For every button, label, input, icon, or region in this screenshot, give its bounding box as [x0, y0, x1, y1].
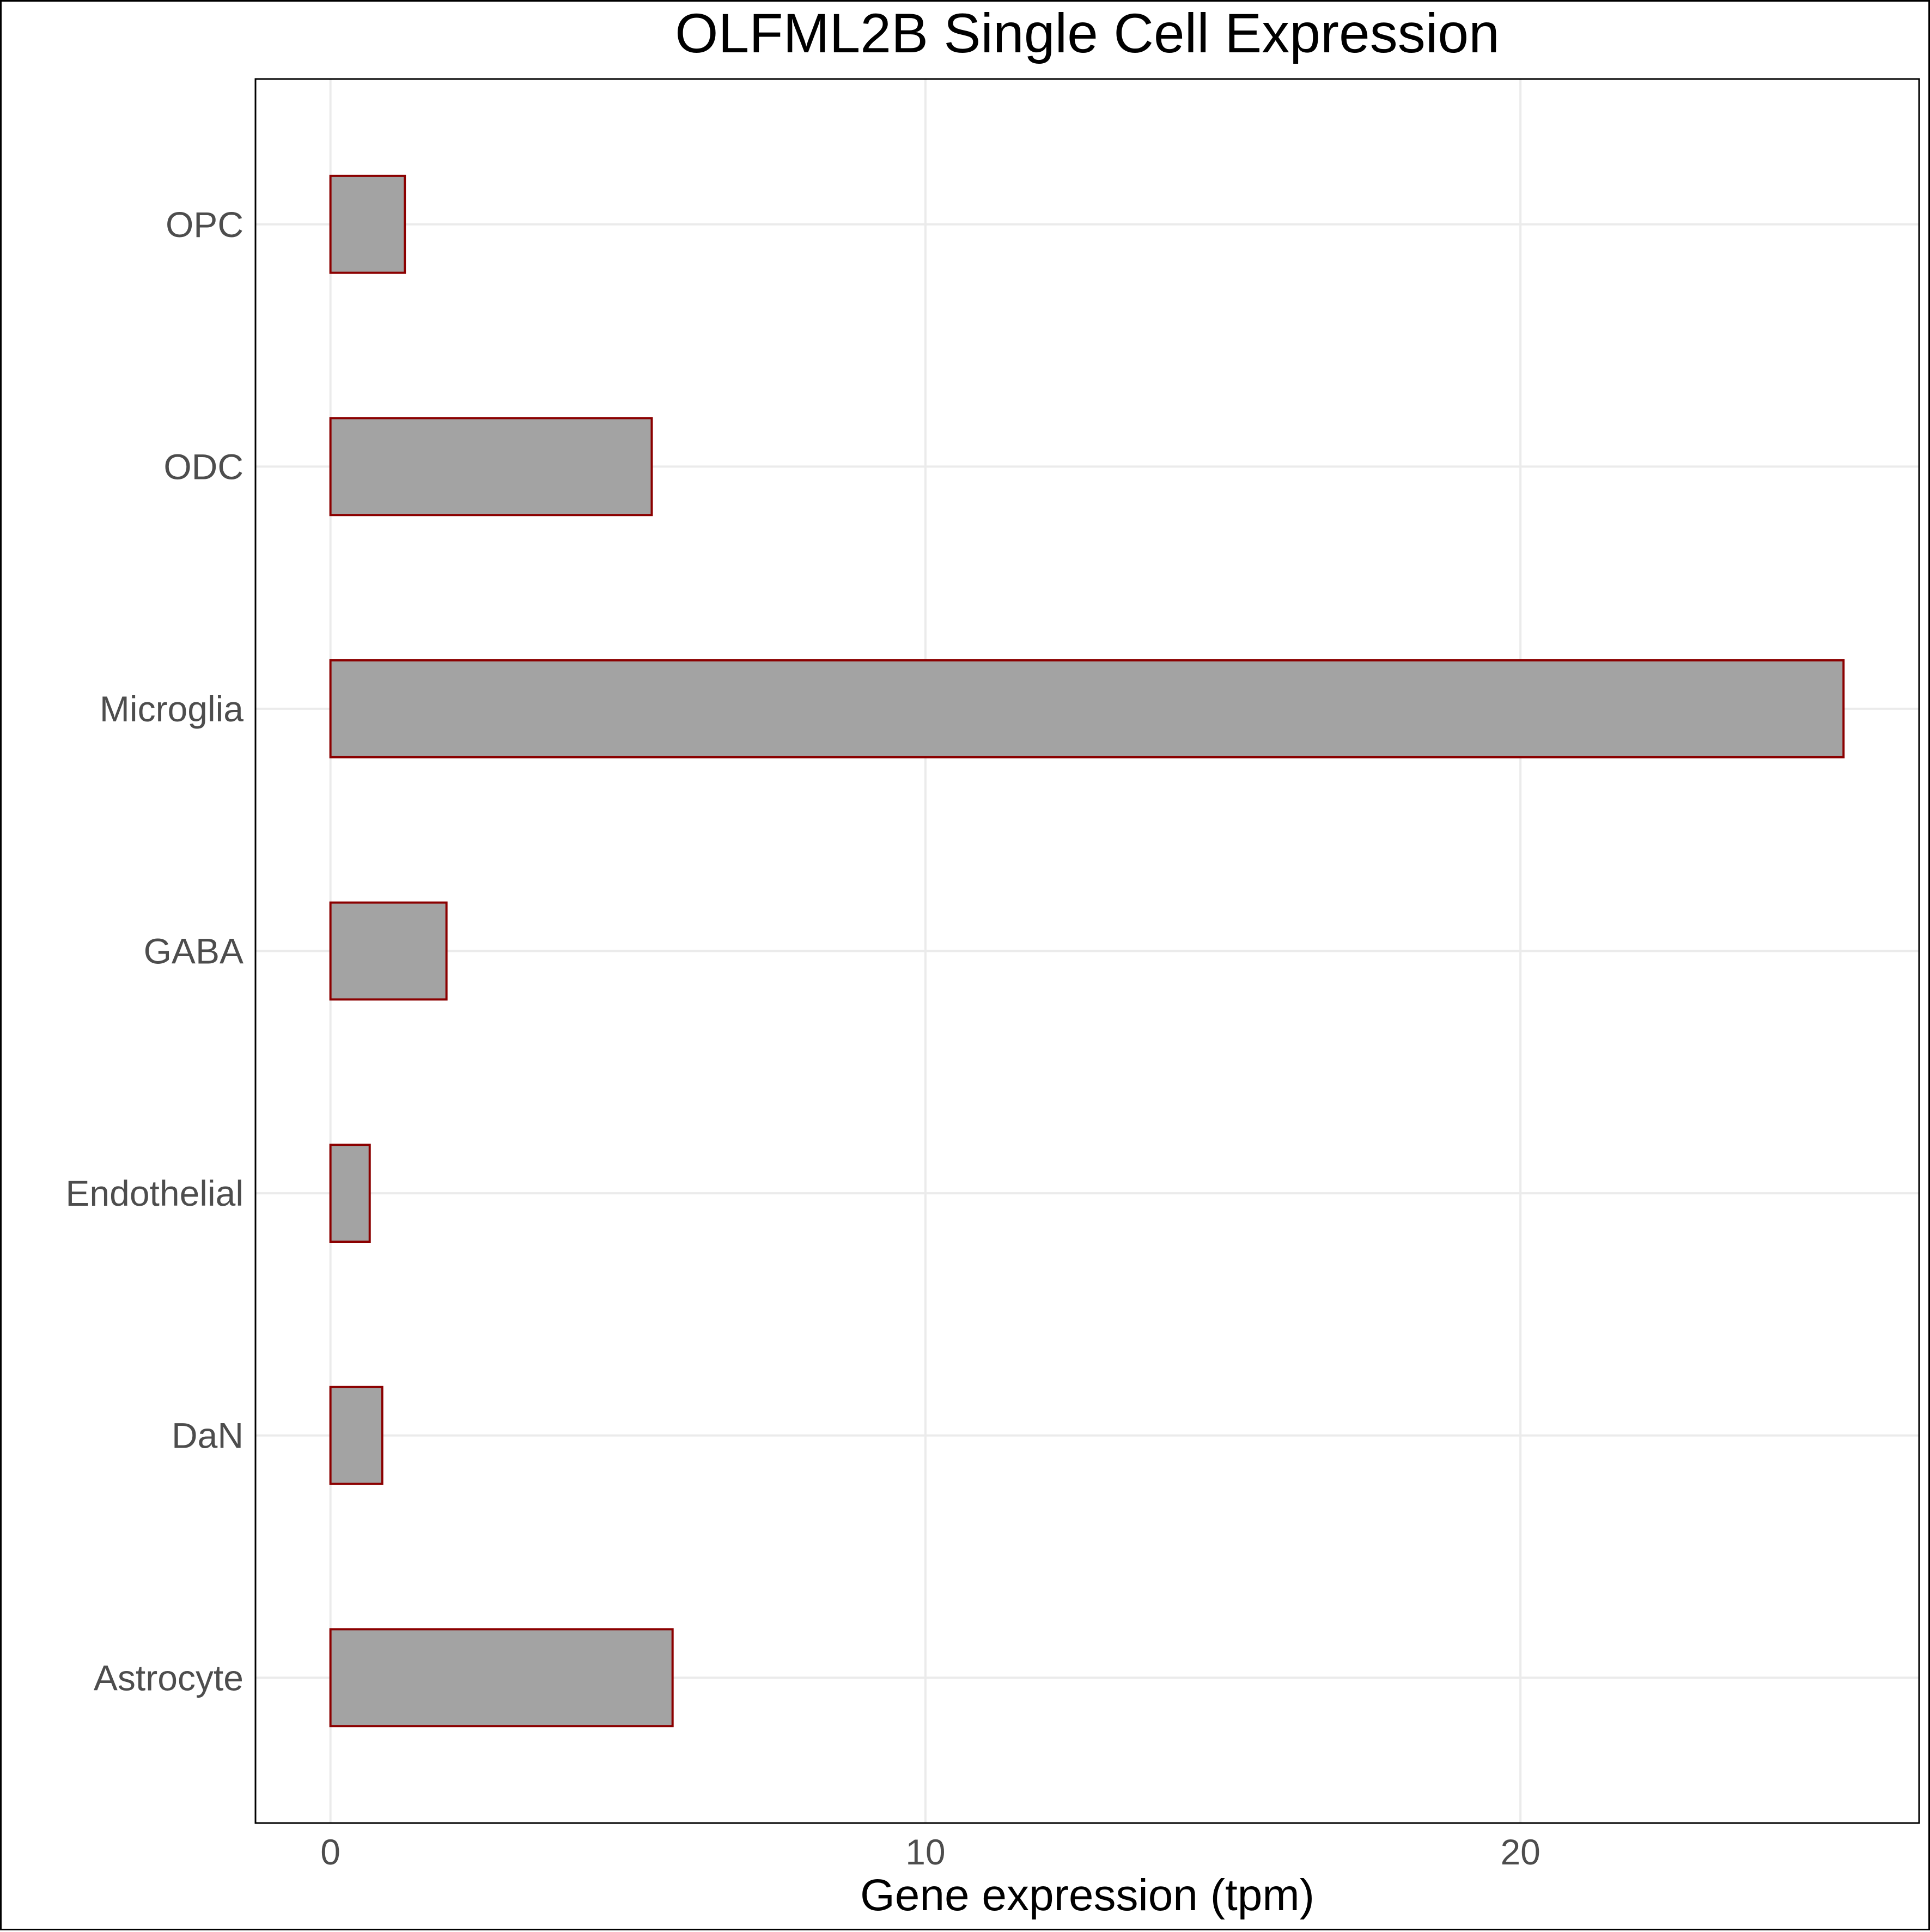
- x-tick-label: 10: [905, 1832, 945, 1872]
- bar-microglia: [329, 659, 1845, 758]
- y-tick-label: ODC: [163, 446, 243, 487]
- x-tick-label: 0: [320, 1832, 340, 1872]
- y-axis-ticks: Astrocyte DaN Endothelial GABA Microglia ODC O…: [65, 204, 243, 1698]
- y-tick-label: GABA: [144, 931, 243, 971]
- bar-endothelial: [329, 1144, 371, 1243]
- x-tick-label: 20: [1500, 1832, 1540, 1872]
- x-axis-ticks: 0 10 20: [320, 1832, 1541, 1872]
- x-axis-title: Gene expression (tpm): [860, 1870, 1314, 1920]
- bar-gaba: [329, 901, 448, 1001]
- bar-opc: [329, 174, 406, 274]
- y-tick-label: DaN: [172, 1415, 243, 1456]
- grid-layer: [255, 79, 1919, 1823]
- bar-astrocyte: [329, 1628, 674, 1728]
- y-tick-label: Endothelial: [65, 1173, 243, 1213]
- y-tick-label: Microglia: [100, 689, 243, 729]
- y-tick-label: OPC: [166, 204, 243, 245]
- bar-odc: [329, 417, 653, 517]
- bar-dan: [329, 1386, 383, 1485]
- y-tick-label: Astrocyte: [94, 1657, 243, 1698]
- bar-layer: [329, 174, 1845, 1728]
- chart-title: OLFML2B Single Cell Expression: [675, 2, 1500, 64]
- plot-panel-border: [254, 78, 1920, 1824]
